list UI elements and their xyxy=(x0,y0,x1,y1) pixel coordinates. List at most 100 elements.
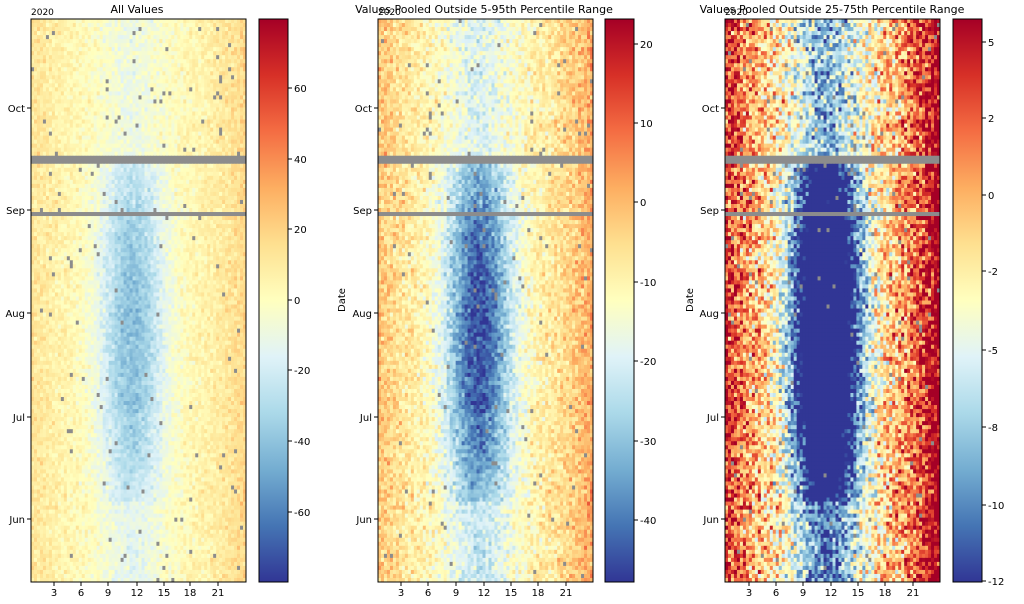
heatmap-cell xyxy=(237,188,240,192)
heatmap-cell xyxy=(231,188,234,192)
heatmap-cell xyxy=(40,180,43,184)
heatmap-cell xyxy=(70,220,73,224)
heatmap-cell xyxy=(159,280,162,284)
heatmap-cell xyxy=(219,120,222,124)
heatmap-cell xyxy=(228,236,231,240)
heatmap-cell xyxy=(34,232,37,236)
heatmap-cell xyxy=(177,180,180,184)
heatmap-cell xyxy=(162,59,165,63)
heatmap-cell xyxy=(55,220,58,224)
heatmap-cell xyxy=(162,103,165,107)
heatmap-cell xyxy=(37,256,40,260)
heatmap-cell xyxy=(177,87,180,91)
heatmap-cell xyxy=(70,91,73,95)
heatmap-cell xyxy=(67,264,70,268)
heatmap-cell xyxy=(79,87,82,91)
heatmap-cell xyxy=(94,51,97,55)
heatmap-cell xyxy=(94,272,97,276)
heatmap-cell xyxy=(240,87,243,91)
heatmap-cell xyxy=(147,212,150,216)
panel-1-title: All Values xyxy=(110,3,163,16)
heatmap-cell xyxy=(34,172,37,176)
heatmap-cell xyxy=(240,148,243,152)
heatmap-cell xyxy=(216,276,219,280)
heatmap-cell xyxy=(46,83,49,87)
heatmap-cell xyxy=(240,128,243,132)
heatmap-cell xyxy=(237,232,240,236)
heatmap-cell xyxy=(127,67,130,71)
heatmap-cell xyxy=(156,280,159,284)
heatmap-cell xyxy=(219,236,222,240)
heatmap-cell xyxy=(64,79,67,83)
heatmap-cell xyxy=(198,252,201,256)
heatmap-cell xyxy=(234,180,237,184)
heatmap-cell xyxy=(64,280,67,284)
heatmap-cell xyxy=(100,136,103,140)
heatmap-cell xyxy=(204,236,207,240)
heatmap-cell xyxy=(186,216,189,220)
heatmap-cell xyxy=(168,216,171,220)
heatmap-cell xyxy=(216,228,219,232)
heatmap-cell xyxy=(201,87,204,91)
heatmap-cell xyxy=(168,172,171,176)
heatmap-cell xyxy=(186,244,189,248)
heatmap-cell xyxy=(219,152,222,156)
heatmap-cell xyxy=(183,216,186,220)
heatmap-cell xyxy=(109,152,112,156)
heatmap-cell xyxy=(31,156,34,160)
heatmap-cell xyxy=(58,200,61,204)
heatmap-cell xyxy=(183,87,186,91)
heatmap-cell xyxy=(189,95,192,99)
heatmap-cell xyxy=(222,136,225,140)
heatmap-cell xyxy=(58,23,61,27)
heatmap-cell xyxy=(153,111,156,115)
heatmap-cell xyxy=(82,248,85,252)
heatmap-cell xyxy=(159,248,162,252)
heatmap-cell xyxy=(189,252,192,256)
heatmap-cell xyxy=(136,111,139,115)
heatmap-cell xyxy=(76,107,79,111)
heatmap-cell xyxy=(216,212,219,216)
heatmap-cell xyxy=(100,79,103,83)
heatmap-cell xyxy=(240,176,243,180)
heatmap-cell xyxy=(31,43,34,47)
heatmap-cell xyxy=(171,23,174,27)
heatmap-cell xyxy=(46,103,49,107)
heatmap-cell xyxy=(198,188,201,192)
heatmap-cell xyxy=(141,39,144,43)
heatmap-cell xyxy=(118,180,121,184)
heatmap-cell xyxy=(156,196,159,200)
heatmap-cell xyxy=(40,132,43,136)
heatmap-cell xyxy=(153,148,156,152)
heatmap-cell xyxy=(109,160,112,164)
heatmap-cell xyxy=(195,59,198,63)
heatmap-cell xyxy=(109,296,112,300)
heatmap-cell xyxy=(183,144,186,148)
heatmap-cell xyxy=(213,87,216,91)
heatmap-cell xyxy=(40,116,43,120)
heatmap-cell xyxy=(204,184,207,188)
heatmap-cell xyxy=(100,296,103,300)
heatmap-cell xyxy=(55,276,58,280)
heatmap-cell xyxy=(186,248,189,252)
heatmap-cell xyxy=(216,75,219,79)
heatmap-cell xyxy=(49,156,52,160)
heatmap-cell xyxy=(76,176,79,180)
heatmap-cell xyxy=(88,63,91,67)
heatmap-cell xyxy=(52,120,55,124)
heatmap-cell xyxy=(204,79,207,83)
heatmap-cell xyxy=(124,144,127,148)
heatmap-cell xyxy=(225,63,228,67)
heatmap-cell xyxy=(237,27,240,31)
heatmap-cell xyxy=(165,284,168,288)
heatmap-cell xyxy=(153,136,156,140)
heatmap-cell xyxy=(141,148,144,152)
heatmap-cell xyxy=(177,288,180,292)
heatmap-cell xyxy=(159,128,162,132)
heatmap-cell xyxy=(147,128,150,132)
heatmap-cell xyxy=(153,144,156,148)
heatmap-cell xyxy=(97,240,100,244)
heatmap-cell xyxy=(222,47,225,51)
heatmap-cell xyxy=(168,156,171,160)
heatmap-cell xyxy=(201,176,204,180)
